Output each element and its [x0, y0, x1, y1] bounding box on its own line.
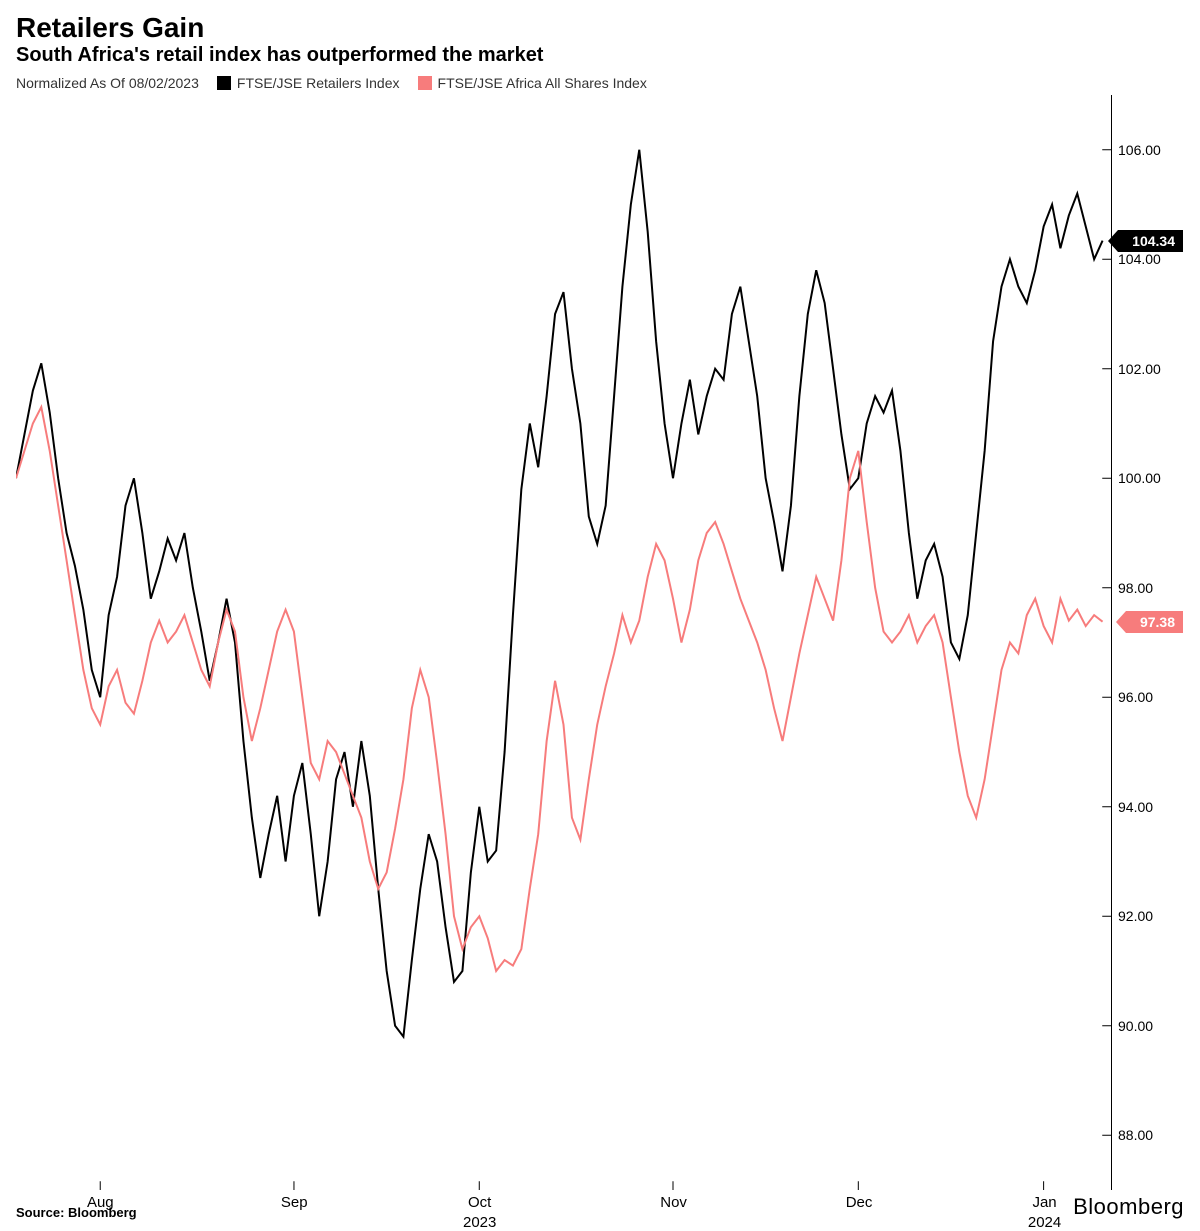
y-axis: 88.00 90.00 92.00 94.00 96.00 98.00 100.00 102.…	[1112, 95, 1184, 1190]
legend: Normalized As Of 08/02/2023 FTSE/JSE Ret…	[16, 75, 1184, 91]
legend-swatch-icon	[418, 76, 432, 90]
x-tick-label: Jan	[1032, 1194, 1056, 1211]
y-tick-label: 106.00	[1118, 142, 1161, 158]
x-year-label: 2024	[1028, 1214, 1061, 1231]
chart-subtitle: South Africa's retail index has outperfo…	[16, 44, 1184, 67]
line-chart	[16, 95, 1111, 1190]
y-tick-label: 98.00	[1118, 580, 1153, 596]
x-tick-label: Sep	[281, 1194, 308, 1211]
y-tick-label: 100.00	[1118, 470, 1161, 486]
chart-area: 104.34 97.38 88.00 90.00 92.00 94.00 96.00 98…	[16, 95, 1184, 1190]
chart-title: Retailers Gain	[16, 12, 1184, 44]
y-tick-label: 104.00	[1118, 251, 1161, 267]
y-tick-label: 88.00	[1118, 1127, 1153, 1143]
x-tick-label: Nov	[660, 1194, 687, 1211]
footer: Source: Bloomberg Bloomberg	[16, 1194, 1184, 1220]
legend-normalized: Normalized As Of 08/02/2023	[16, 75, 199, 91]
y-tick-label: 94.00	[1118, 799, 1153, 815]
y-tick-label: 90.00	[1118, 1018, 1153, 1034]
x-year-label: 2023	[463, 1214, 496, 1231]
x-tick-label: Dec	[846, 1194, 873, 1211]
legend-label: FTSE/JSE Africa All Shares Index	[438, 75, 647, 91]
x-tick-label: Oct	[468, 1194, 491, 1211]
x-tick-label: Aug	[87, 1194, 114, 1211]
legend-swatch-icon	[217, 76, 231, 90]
y-tick-label: 96.00	[1118, 689, 1153, 705]
legend-item-allshares: FTSE/JSE Africa All Shares Index	[418, 75, 647, 91]
source-label: Source: Bloomberg	[16, 1205, 137, 1220]
legend-item-retailers: FTSE/JSE Retailers Index	[217, 75, 400, 91]
plot: 104.34 97.38	[16, 95, 1112, 1190]
y-tick-label: 102.00	[1118, 361, 1161, 377]
y-tick-label: 92.00	[1118, 908, 1153, 924]
brand-label: Bloomberg	[1073, 1194, 1184, 1220]
legend-label: FTSE/JSE Retailers Index	[237, 75, 400, 91]
